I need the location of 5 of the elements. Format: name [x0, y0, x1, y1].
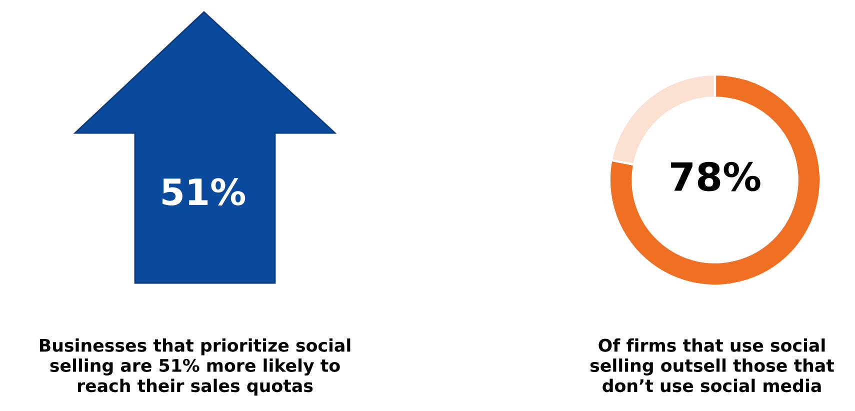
text: Businesses that prioritize social selling are 51% more likely to reach their sales quotas: [40, 338, 350, 396]
text: Of firms that use social selling outsell those that don’t use social media: [590, 338, 834, 392]
donut-slice: [608, 73, 822, 287]
text: 51%: [162, 178, 246, 206]
text: 78%: [671, 162, 760, 192]
